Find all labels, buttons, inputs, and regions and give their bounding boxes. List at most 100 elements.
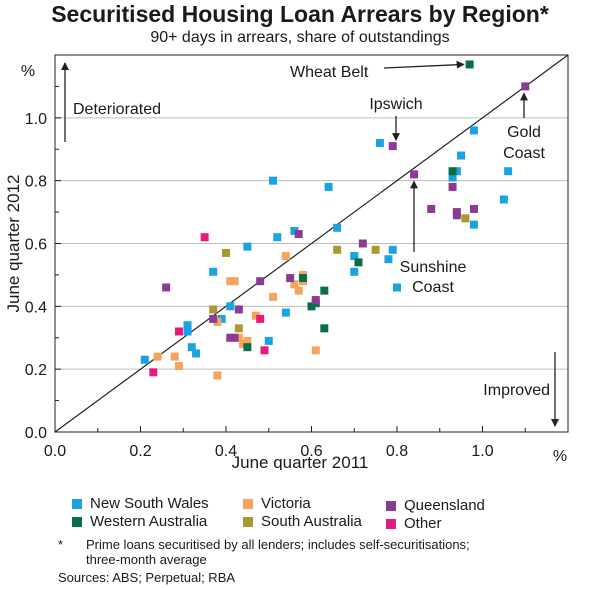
data-point (162, 283, 171, 292)
data-point (448, 173, 457, 182)
footnote-line-2: three-month average (86, 552, 207, 567)
footnote: Prime loans securitised by all lenders; … (86, 537, 556, 567)
legend-swatch-nsw (72, 498, 82, 509)
annotation-deteriorated: Deteriorated (73, 101, 161, 118)
x-tick-label: 0.8 (386, 443, 408, 460)
legend-swatch-wa (72, 516, 82, 527)
data-point (256, 277, 265, 286)
data-point (192, 349, 201, 358)
data-point (469, 126, 478, 135)
annotation-arrow-wheat-belt (383, 60, 465, 69)
data-point (213, 318, 222, 327)
data-point (174, 327, 183, 336)
y-tick-label: 0.4 (25, 299, 47, 316)
data-point (333, 245, 342, 254)
data-point (230, 333, 239, 342)
x-tick-label: 0.6 (300, 443, 322, 460)
data-point (251, 311, 260, 320)
annotation-improved: Improved (483, 382, 550, 399)
data-point (281, 252, 290, 261)
data-point (243, 336, 252, 345)
data-point (269, 292, 278, 301)
data-point (358, 239, 367, 248)
data-point (333, 223, 342, 232)
data-point (452, 167, 461, 176)
data-point (209, 305, 218, 314)
data-point (294, 286, 303, 295)
data-point (504, 167, 513, 176)
data-point (410, 170, 419, 179)
data-point (521, 82, 530, 91)
data-point (311, 296, 320, 305)
data-point (469, 220, 478, 229)
y-tick-label: 0.6 (25, 237, 47, 254)
data-point (269, 176, 278, 185)
data-point (375, 138, 384, 147)
data-point (290, 226, 299, 235)
data-point (230, 277, 239, 286)
data-point (234, 305, 243, 314)
data-point (298, 274, 307, 283)
data-point (320, 324, 329, 333)
data-point (200, 233, 209, 242)
data-point (239, 340, 248, 349)
reference-line-45deg (54, 54, 569, 433)
data-point (273, 233, 282, 242)
data-point (311, 346, 320, 355)
x-tick-label: 0.2 (129, 443, 151, 460)
annotation-wheat-belt: Wheat Belt (290, 64, 369, 81)
data-point (388, 245, 397, 254)
data-point (461, 214, 470, 223)
annotation-gold-coast-line1: Gold (507, 124, 541, 141)
annotation-ipswich: Ipswich (369, 96, 422, 113)
data-point (350, 252, 359, 261)
data-point (222, 248, 230, 257)
data-point (427, 204, 436, 213)
data-point (174, 362, 183, 371)
data-point (452, 211, 461, 220)
legend-label-other: Other (404, 515, 442, 532)
data-point (153, 352, 162, 361)
data-point (234, 333, 243, 342)
data-point (469, 204, 478, 213)
x-tick-label: 0.0 (44, 443, 66, 460)
legend-item-wa: Western Australia (72, 512, 207, 531)
legend-item-sa: South Australia (243, 512, 362, 531)
data-point (388, 142, 397, 151)
data-point (170, 352, 179, 361)
data-point (226, 302, 235, 311)
data-point (307, 302, 316, 311)
data-point (187, 343, 196, 352)
legend-item-nsw: New South Wales (72, 494, 209, 513)
data-point (324, 182, 333, 191)
data-point (226, 333, 235, 342)
data-point (281, 308, 290, 317)
legend-label-vic: Victoria (261, 495, 311, 512)
legend-swatch-qld (386, 500, 396, 511)
y-tick-label: 1.0 (25, 111, 47, 128)
data-point (213, 371, 222, 380)
data-point (457, 151, 466, 160)
data-point (209, 267, 218, 276)
annotation-gold-coast-line2: Coast (503, 145, 545, 162)
legend-swatch-vic (243, 498, 253, 509)
x-tick-label: 1.0 (471, 443, 493, 460)
legend-item-other: Other (386, 514, 442, 533)
legend-swatch-other (386, 518, 396, 529)
data-point (286, 274, 295, 283)
data-point (183, 327, 192, 336)
data-point (260, 346, 269, 355)
y-unit-label: % (21, 63, 35, 80)
data-point (448, 182, 457, 191)
x-tick-label: 0.4 (215, 443, 237, 460)
sources: Sources: ABS; Perpetual; RBA (58, 570, 236, 585)
legend-item-vic: Victoria (243, 494, 311, 513)
data-point (499, 195, 508, 204)
annotation-sunshine-coast-line2: Coast (412, 279, 454, 296)
tick-labels: 0.0 0.2 0.4 0.6 0.8 1.0 0.0 0.2 0.4 0.6 0.8 1.0%% Ju… (4, 54, 569, 470)
data-point (209, 314, 218, 323)
scatter-plot: 0.0 0.2 0.4 0.6 0.8 1.0 0.0 0.2 0.4 0.6 0.8 1.0%% Ju… (4, 54, 569, 470)
data-point (393, 283, 401, 292)
data-point (465, 60, 474, 69)
data-point (243, 242, 252, 251)
